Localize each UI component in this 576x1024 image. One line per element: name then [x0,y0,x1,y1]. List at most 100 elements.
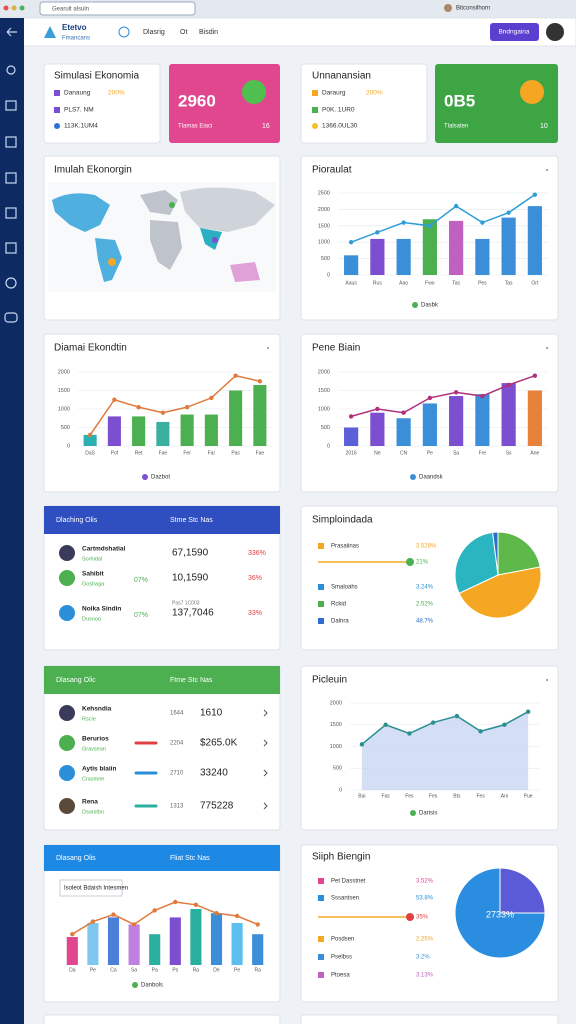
world-map [48,182,276,292]
avatar [59,705,75,721]
line-point [348,240,354,245]
address-text[interactable]: Gearult alsuln [52,7,89,13]
row-sub: Sorhidal [82,556,102,562]
nav-icon[interactable] [4,312,18,323]
row-sub: Rscie [82,716,96,722]
line-point [136,404,141,410]
x-tick-label: DaS [85,450,95,456]
line-point [383,722,388,727]
legend-label: Danbols [141,983,163,989]
x-tick-label: CN [400,450,408,456]
x-tick-label: Ss [506,450,512,456]
legend-value: 2.25% [416,937,434,943]
header-label: Stme Stc Nas [170,517,213,524]
x-tick-label: Tas [505,280,513,286]
header-button[interactable] [490,23,539,41]
row-chevron[interactable] [263,709,268,717]
card [43,1014,281,1024]
line [71,901,258,935]
legend-marker [54,123,60,129]
stat-label: Danaung [64,90,91,97]
window-dot [3,5,9,11]
address-bar[interactable] [39,1,196,16]
legend-marker [318,618,324,624]
line-point [480,393,485,399]
header-label: Ftme Stc Nas [170,677,213,684]
row-chevron[interactable] [263,769,268,777]
line-point [453,203,459,209]
x-tick-label: Fes [429,793,438,799]
header-label: Dlasang Olic [56,677,96,684]
legend-value: 3.528% [416,544,437,550]
y-tick-label: 1000 [318,240,330,246]
bar [475,394,490,446]
line-point [348,414,354,419]
nav-icon[interactable] [5,136,17,148]
button-label[interactable]: Bndngaina [498,29,529,36]
line-point [427,223,433,228]
bar [107,917,120,965]
legend-marker [318,972,324,978]
line-point [131,922,137,927]
row-name: Noika Sindin [82,606,121,613]
legend-label: Prasaiinas [331,544,359,550]
avatar [59,798,75,814]
x-tick-label: Fae [159,450,168,456]
y-tick-label: 500 [333,766,342,772]
nav-icon[interactable] [5,172,17,184]
bar [66,937,78,965]
row-sub: Dusnoo [82,616,101,622]
menu-dot[interactable] [546,679,548,681]
line-point [401,220,406,225]
x-tick-label: Fre [479,450,487,456]
x-tick-label: Pas [231,450,240,456]
user-name: Bitconsilhom [456,6,490,12]
profile-avatar[interactable] [546,23,564,41]
user-avatar[interactable] [444,4,452,12]
window-dot [19,5,25,11]
legend-marker [132,982,138,988]
line-point [401,410,406,415]
home-icon[interactable] [5,100,17,111]
menu-dot[interactable] [267,347,269,349]
line-point [359,742,365,747]
tile-value: 2960 [178,91,216,110]
bar [449,220,464,275]
line-point [525,709,531,714]
row-chevron[interactable] [263,739,268,747]
search-icon[interactable] [6,65,16,75]
legend-marker [54,90,60,96]
legend-marker [318,543,324,549]
x-tick-label: Ort [531,280,539,286]
line-point [214,911,219,916]
row-chevron[interactable] [263,802,268,810]
menu-dot[interactable] [546,169,548,171]
nav-link[interactable]: Dlasrig [143,29,165,36]
tile-icon [242,80,266,104]
menu-dot[interactable] [546,347,548,349]
row-sub: Goshaga [82,581,105,587]
x-tick-label: Ra [254,967,261,973]
row-note: Pas7 1C003 [172,600,200,606]
x-tick-label: Pue [524,793,533,799]
avatar [59,605,75,621]
x-tick-label: Bai [358,793,365,799]
nav-icon[interactable] [118,26,130,38]
nav-icon[interactable] [5,242,17,254]
nav-icon[interactable] [5,207,17,219]
bar [231,923,243,965]
nav-link[interactable]: Ot [180,29,187,36]
line-point [111,912,116,917]
back-icon[interactable] [6,27,17,37]
line-point [173,899,178,905]
nav-link[interactable]: Bisdin [199,29,218,36]
legend-label: Dalnra [331,619,349,625]
nav-icon[interactable] [5,277,17,289]
bar [204,414,218,446]
y-tick-label: 0 [339,787,342,793]
x-tick-label: Da [69,967,76,973]
y-tick-label: 1500 [318,223,330,229]
row-value: $265.0K [200,738,238,749]
bar [169,917,181,965]
progress-knob [406,558,414,566]
